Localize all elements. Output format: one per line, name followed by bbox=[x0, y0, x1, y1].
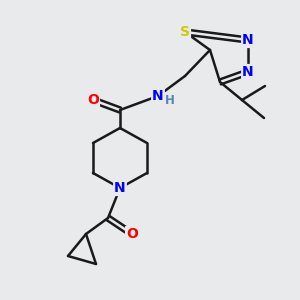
Text: N: N bbox=[242, 33, 254, 47]
Text: N: N bbox=[152, 89, 164, 103]
Text: N: N bbox=[114, 181, 126, 195]
Text: N: N bbox=[242, 65, 254, 79]
Text: S: S bbox=[180, 25, 190, 39]
Text: O: O bbox=[126, 227, 138, 241]
Text: H: H bbox=[165, 94, 175, 106]
Text: O: O bbox=[87, 93, 99, 107]
